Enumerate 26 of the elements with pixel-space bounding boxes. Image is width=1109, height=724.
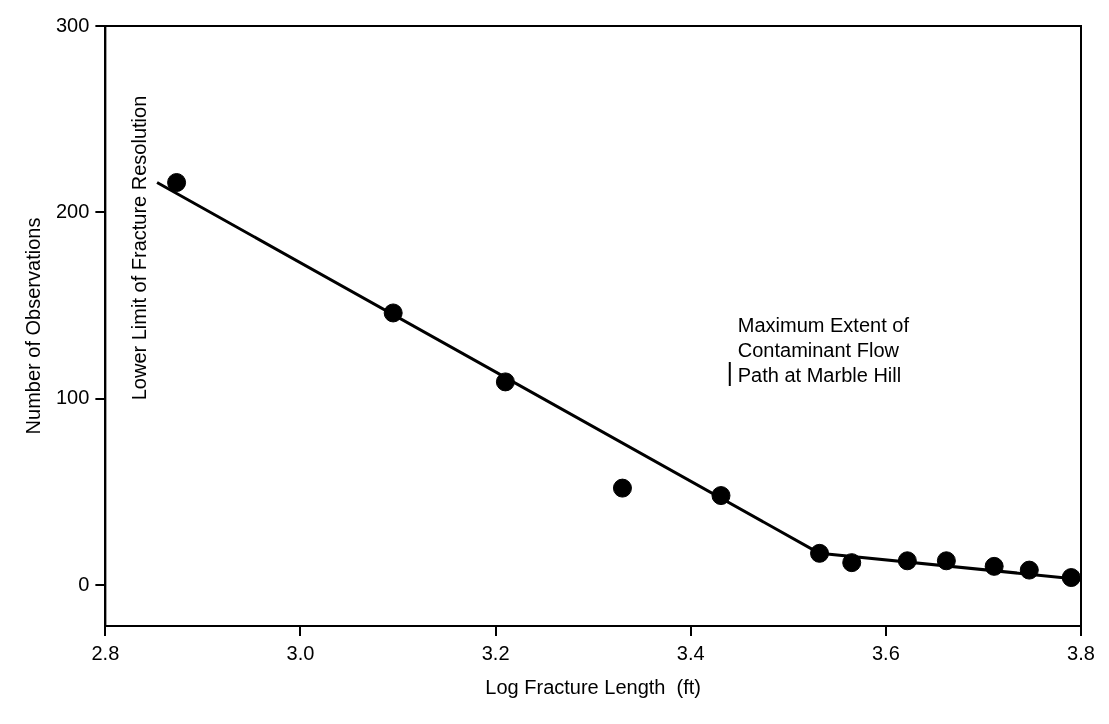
x-tick-label: 3.2	[481, 641, 510, 664]
point	[1019, 560, 1039, 580]
point	[1061, 568, 1081, 588]
point	[842, 553, 862, 573]
point	[810, 543, 830, 563]
point	[612, 478, 632, 498]
x-tick-label: 3.8	[1067, 641, 1095, 664]
point	[984, 556, 1004, 576]
x-tick-label: 2.8	[91, 641, 120, 664]
annotation: Maximum Extent of Contaminant Flow Path at Marble Hill	[737, 314, 910, 386]
point	[711, 486, 731, 506]
x-tick-label: 3.4	[676, 641, 705, 664]
point	[897, 551, 917, 571]
point	[495, 372, 515, 392]
y-tick-label: 200	[55, 199, 90, 222]
point	[167, 173, 187, 193]
y-axis-title: Number of Observations	[21, 217, 44, 435]
y-tick-label: 100	[55, 386, 90, 409]
y-tick-label: 300	[55, 13, 90, 36]
annotation: Lower Limit of Fracture Resolution	[128, 95, 151, 401]
x-tick-label: 3.6	[871, 641, 900, 664]
point	[936, 551, 956, 571]
x-tick-label: 3.0	[286, 641, 315, 664]
point	[383, 303, 403, 323]
y-tick-label: 0	[78, 572, 90, 595]
x-axis-title: Log Fracture Length (ft)	[485, 675, 702, 698]
